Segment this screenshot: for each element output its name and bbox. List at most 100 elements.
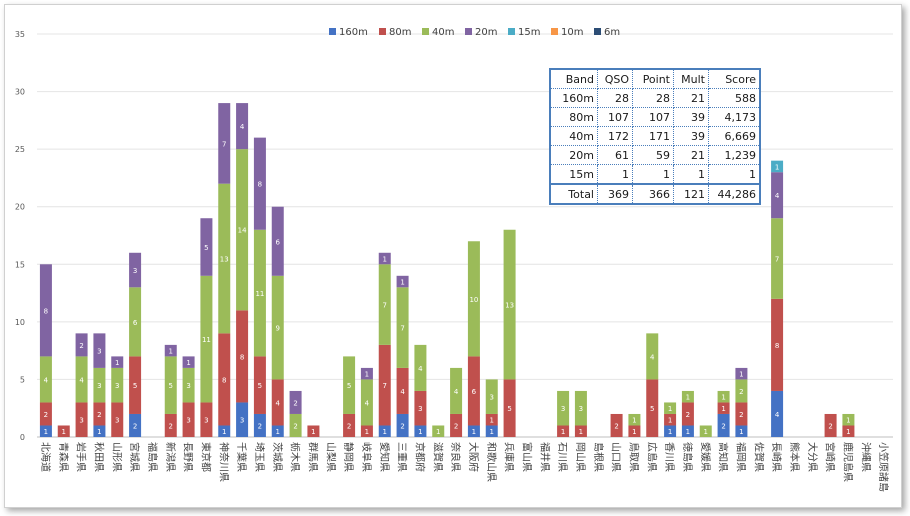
data-label: 1	[186, 359, 190, 367]
row-score: 1,239	[708, 145, 761, 165]
bar-segment	[610, 413, 623, 437]
header-score: Score	[708, 68, 761, 89]
bar-segment	[236, 149, 249, 311]
data-label: 2	[686, 411, 690, 419]
legend-swatch	[594, 28, 601, 35]
x-tick-label: 大分県	[806, 442, 819, 472]
data-label: 5	[650, 405, 654, 413]
x-tick-label: 和歌山県	[485, 442, 498, 482]
y-tick-label: 25	[15, 145, 25, 154]
row-point: 59	[632, 145, 674, 165]
bar-segment	[664, 413, 677, 426]
x-tick-label: 大阪府	[467, 442, 480, 472]
bar-segment	[75, 333, 88, 357]
data-label: 1	[632, 428, 636, 436]
header-band: Band	[549, 68, 598, 89]
data-label: 5	[169, 382, 173, 390]
bar-segment	[360, 367, 373, 380]
bar-segment	[93, 425, 106, 437]
data-label: 3	[97, 382, 101, 390]
x-tick-label: 宮崎県	[824, 442, 837, 472]
data-label: 1	[400, 279, 404, 287]
data-label: 2	[97, 411, 101, 419]
row-band: 160m	[549, 88, 598, 108]
data-label: 2	[79, 342, 83, 350]
x-tick-label: 東京都	[199, 442, 212, 472]
row-score: 1	[708, 164, 761, 185]
row-mult: 39	[673, 107, 709, 127]
bar-segment	[717, 390, 730, 403]
x-tick-label: 山梨県	[324, 442, 337, 472]
x-tick-label: 徳島県	[681, 442, 694, 472]
row-qso: 107	[597, 107, 633, 127]
data-label: 4	[365, 399, 370, 407]
bar-segment	[236, 402, 249, 437]
bar-segment	[182, 367, 195, 403]
table-row-total: Total 369 366 121 44,286	[549, 183, 761, 205]
x-tick-label: 兵庫県	[503, 442, 516, 472]
data-label: 13	[220, 256, 229, 264]
legend-swatch	[422, 28, 429, 35]
data-label: 1	[561, 428, 565, 436]
data-label: 1	[846, 417, 850, 425]
data-label: 4	[44, 376, 49, 384]
row-point: 171	[632, 126, 674, 146]
bar-segment	[218, 425, 231, 437]
data-label: 1	[579, 428, 583, 436]
y-tick-label: 5	[20, 375, 25, 384]
bar-segment	[111, 356, 124, 368]
bar-segment	[628, 413, 641, 426]
row-band: 80m	[549, 107, 598, 127]
x-tick-label: 岩手県	[75, 442, 88, 472]
x-tick-label: 熊本県	[788, 442, 801, 472]
table-row: 15m 1 1 1 1	[549, 164, 761, 185]
bar-segment	[735, 425, 748, 437]
data-label: 1	[276, 428, 280, 436]
row-band: 40m	[549, 126, 598, 146]
bar-segment	[253, 356, 266, 414]
data-label: 1	[721, 405, 725, 413]
data-label: 6	[276, 238, 281, 246]
data-label: 4	[650, 353, 655, 361]
bar-segment	[360, 425, 373, 437]
x-tick-label: 滋賀県	[431, 442, 444, 472]
bar-segment	[289, 390, 302, 414]
row-point: 1	[632, 164, 674, 185]
bar-segment	[717, 402, 730, 414]
table-row: 160m 28 28 21 588	[549, 88, 761, 108]
data-label: 7	[383, 302, 387, 310]
data-label: 1	[311, 428, 315, 436]
data-label: 11	[202, 336, 211, 344]
legend: 160m 80m 40m 20m 15m 10m 6m	[329, 27, 620, 38]
bar-segment	[557, 425, 570, 437]
bar-segment	[200, 218, 213, 276]
bar-segment	[75, 402, 88, 437]
total-point: 366	[632, 183, 674, 205]
data-label: 3	[186, 382, 190, 390]
data-label: 8	[222, 376, 226, 384]
data-label: 1	[704, 428, 708, 436]
bar-segment	[360, 379, 373, 426]
data-label: 2	[258, 422, 262, 430]
bar-segment	[396, 287, 409, 368]
row-band: 15m	[549, 164, 598, 185]
legend-label: 160m	[339, 27, 368, 38]
row-mult: 1	[673, 164, 709, 185]
bar-segment	[396, 413, 409, 437]
data-label: 1	[668, 417, 672, 425]
data-label: 3	[204, 417, 208, 425]
total-band: Total	[549, 183, 598, 205]
bar-segment	[735, 379, 748, 403]
data-label: 7	[775, 256, 779, 264]
data-label: 1	[490, 428, 494, 436]
legend-swatch	[551, 28, 558, 35]
data-label: 4	[240, 123, 245, 131]
data-label: 3	[490, 394, 494, 402]
score-table: Band QSO Point Mult Score 160m 28 28 21 …	[549, 68, 761, 205]
bar-segment	[664, 402, 677, 414]
x-tick-label: 三重県	[396, 442, 409, 472]
x-tick-label: 山形県	[110, 442, 122, 472]
data-label: 3	[579, 405, 583, 413]
bar-segment	[467, 241, 480, 357]
bar-segment	[343, 356, 356, 414]
